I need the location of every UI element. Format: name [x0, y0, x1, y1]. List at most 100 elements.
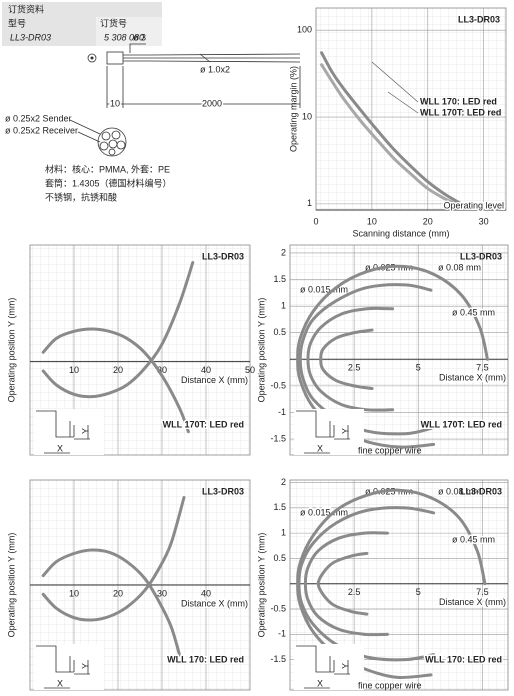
- curve: [320, 51, 463, 206]
- y-axis-label: Operating position Y (mm): [6, 533, 16, 638]
- section-leaders: [69, 119, 101, 143]
- leader-lines: [129, 43, 211, 63]
- axis-symbol: Y: [80, 428, 90, 434]
- ordering-title: 订货资料: [8, 3, 44, 14]
- wire-note: fine copper wire: [358, 445, 422, 455]
- x-axis-label: Scanning distance (mm): [352, 228, 449, 238]
- x-tick-label: 10: [367, 216, 377, 226]
- curve-label: ø 0.45 mm: [452, 307, 495, 317]
- schematic: [36, 645, 90, 689]
- y-tick-label: 1.5: [273, 502, 286, 512]
- axis-symbol: Y: [340, 663, 350, 669]
- chart: 10 20 30 40 LL3-DR03 Distance X (mm) WLL 170: …: [6, 479, 251, 691]
- x-tick-label: 7.5: [476, 363, 489, 373]
- strand: [108, 139, 118, 149]
- legend-leader: [371, 61, 419, 103]
- y-tick-label: 1: [281, 528, 286, 538]
- strand: [101, 131, 111, 141]
- ordering-col-number: 订货号: [100, 17, 127, 28]
- schematic-background: [294, 409, 364, 455]
- x-tick-label: 10: [69, 588, 79, 598]
- curve: [306, 306, 395, 412]
- y-tick-label: 10: [302, 111, 312, 121]
- y-axis-label: Operating position Y (mm): [256, 298, 266, 403]
- x-tick-label: 5: [416, 587, 421, 597]
- x-tick-label: 20: [423, 216, 433, 226]
- axis-symbol: Y: [340, 428, 350, 434]
- schematic-background: [34, 644, 104, 690]
- chart-title: LL3-DR03: [460, 251, 502, 261]
- axis-symbol: X: [57, 678, 63, 688]
- axis-symbol: X: [57, 443, 63, 453]
- model-label: WLL 170: LED red: [167, 654, 244, 664]
- axis-symbol: X: [317, 678, 323, 688]
- x-tick-label: 40: [201, 365, 211, 375]
- strand: [99, 141, 109, 151]
- curve: [298, 283, 433, 436]
- schematic: [296, 645, 350, 689]
- model-label: WLL 170T: LED red: [421, 419, 502, 429]
- sleeve-length: 10: [110, 98, 120, 108]
- y-axis-label: Operating position Y (mm): [6, 298, 16, 403]
- x-tick-label: 20: [113, 365, 123, 375]
- x-tick-label: 0: [313, 216, 318, 226]
- y-tick-label: 1: [281, 301, 286, 311]
- schematic-background: [294, 644, 364, 690]
- curve: [41, 548, 182, 657]
- x-tick-label: 10: [69, 365, 79, 375]
- ordering-model: LL3-DR03: [10, 32, 51, 42]
- x-axis-label: Distance X (mm): [181, 375, 248, 385]
- fiber-diameter: ø 1.0x2: [200, 64, 230, 74]
- x-tick-label: 5: [416, 363, 421, 373]
- y-tick-label: 2: [281, 247, 286, 257]
- x-tick-label: 30: [157, 365, 167, 375]
- chart-title: LL3-DR03: [458, 14, 500, 24]
- axis-symbol: X: [317, 443, 323, 453]
- y-tick-label: -0.5: [270, 603, 286, 613]
- x-tick-label: 30: [157, 588, 167, 598]
- strand: [111, 130, 121, 140]
- plot-area: [315, 7, 507, 211]
- curve: [320, 63, 458, 206]
- curve: [41, 261, 195, 399]
- ordering-cell: [96, 17, 162, 46]
- curve-label: ø 0.08 mm: [438, 262, 481, 272]
- chart-title: LL3-DR03: [460, 486, 502, 496]
- wire-note: fine copper wire: [358, 680, 422, 690]
- target-dot: [90, 56, 94, 60]
- curve: [41, 496, 186, 622]
- curve: [303, 531, 389, 637]
- y-tick-label: -1.5: [270, 433, 286, 443]
- receiver-label: ø 0.25x2 Receiver: [5, 125, 78, 135]
- fiber-length: 2000: [202, 98, 222, 108]
- x-tick-label: 2.5: [348, 587, 361, 597]
- chart-title: LL3-DR03: [202, 486, 244, 496]
- y-tick-label: -1: [278, 407, 286, 417]
- target-symbol: [87, 53, 97, 63]
- y-tick-label: -1.5: [270, 654, 286, 664]
- curve-label: ø 0.08 mm: [438, 486, 481, 496]
- y-tick-label: -0.5: [270, 380, 286, 390]
- curve: [319, 328, 374, 391]
- dimension-lines: [106, 66, 301, 108]
- sleeve-diameter: ø 3: [133, 32, 146, 42]
- x-tick-label: 40: [201, 588, 211, 598]
- ordering-info: 订货资料 型号 订货号 LL3-DR03 5 308 080: [2, 2, 162, 46]
- y-tick-label: 2: [281, 477, 286, 487]
- x-axis-label: Distance X (mm): [439, 597, 506, 607]
- chart: 2.5 5 7.5-1.5-1-0.50.511.52ø 0.015 mmø 0.0…: [256, 244, 509, 456]
- y-tick-label: 0.5: [273, 553, 286, 563]
- schematic: [36, 410, 90, 454]
- y-tick-label: -1: [278, 629, 286, 639]
- curve: [41, 327, 190, 434]
- x-axis-label: Distance X (mm): [181, 598, 248, 608]
- material-line: 材料：核心：PMMA, 外套：PE: [45, 163, 170, 174]
- axis-symbol: Y: [80, 663, 90, 669]
- x-tick-label: 2.5: [348, 363, 361, 373]
- model-label: WLL 170T: LED red: [163, 419, 244, 429]
- strand: [116, 140, 126, 150]
- sleeve: [106, 51, 124, 65]
